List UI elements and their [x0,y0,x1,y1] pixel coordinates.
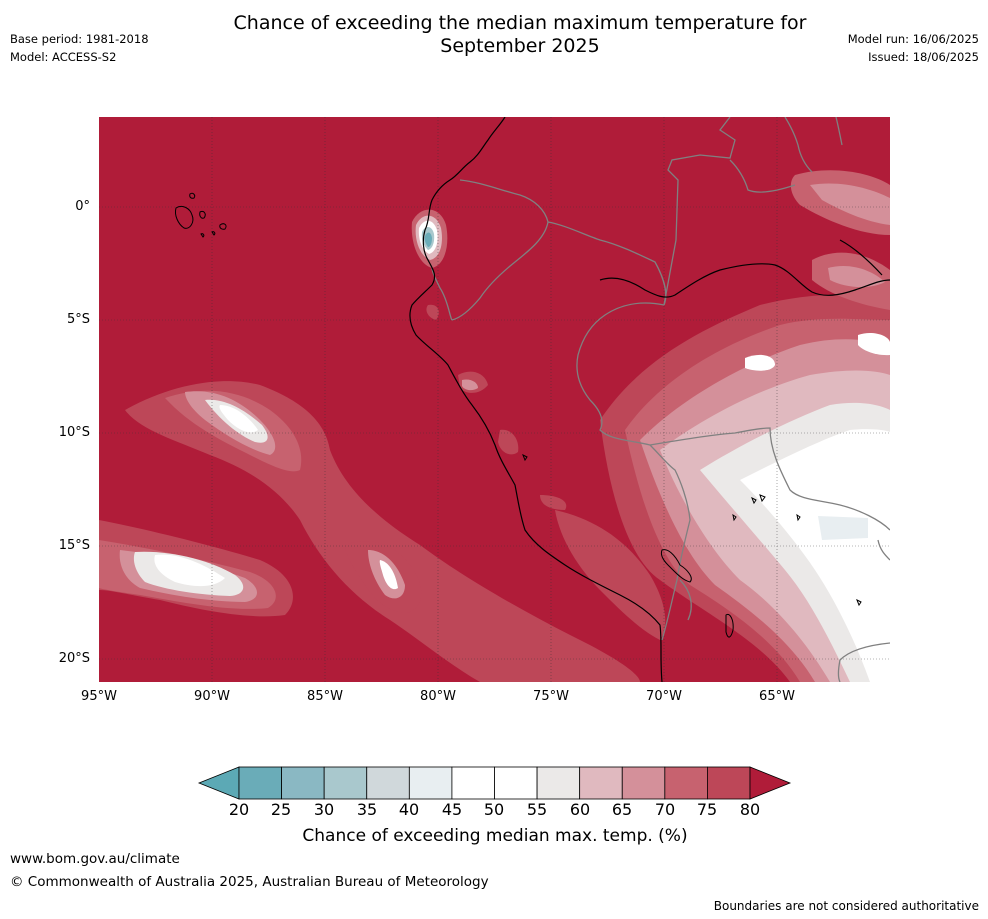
title-line-2: September 2025 [440,35,600,57]
lon-label-65w: 65°W [759,689,795,704]
band-45-50-south [154,554,225,587]
galapagos-islands [175,192,227,238]
colorbar-segment [579,766,623,800]
colorbar-segment [451,766,495,800]
lakes [660,549,734,638]
probability-shading [99,170,890,682]
region-ecuador-25 [424,232,432,247]
cb-tick-40: 40 [398,800,420,819]
region-ne-white [858,332,890,356]
lon-label-75w: 75°W [533,689,569,704]
band-65-70-coast4 [555,510,666,640]
footer-copyright: © Commonwealth of Australia 2025, Austra… [10,874,489,890]
east-markers [522,453,862,607]
lat-label-5s: 5°S [66,312,90,327]
cb-tick-50: 50 [483,800,505,819]
colorbar-segment [536,766,581,800]
lat-label-10s: 10°S [58,425,90,440]
issued-date: Issued: 18/06/2025 [868,50,979,64]
colorbar-segment [323,766,368,800]
model-run: Model run: 16/06/2025 [847,32,979,46]
band-65-70-coast3 [540,495,567,510]
band-45-50-mid2 [379,560,398,590]
cb-tick-75: 75 [696,800,718,819]
region-north-60 [828,265,885,288]
colorbar-label: Chance of exceeding median max. temp. (%… [302,826,688,846]
colorbar-segment [238,766,282,800]
colorbar-segment [621,766,666,800]
cb-tick-30: 30 [313,800,335,819]
colorbar-segment [707,766,751,800]
colorbar-segment [281,766,325,800]
chart-title: Chance of exceeding the median maximum t… [160,12,880,58]
colorbar-segment [366,766,410,800]
cb-tick-20: 20 [228,800,250,819]
footer-url: www.bom.gov.au/climate [10,851,180,867]
title-line-1: Chance of exceeding the median maximum t… [233,12,807,34]
meta-left: Base period: 1981-2018 Model: ACCESS-S2 [10,30,149,66]
cb-tick-55: 55 [526,800,548,819]
meta-right: Model run: 16/06/2025 Issued: 18/06/2025 [848,30,979,66]
model-name: Model: ACCESS-S2 [10,50,117,64]
lon-label-80w: 80°W [420,689,456,704]
band-60-65-coast2 [462,379,478,391]
lon-label-85w: 85°W [307,689,343,704]
band-45-50-mid [219,405,258,433]
lat-label-20s: 20°S [58,651,90,666]
cb-tick-25: 25 [270,800,292,819]
band-65-70-coast1 [498,429,519,455]
footer-note: Boundaries are not considered authoritat… [713,899,979,913]
colorbar-segment [494,766,538,800]
gridlines [99,117,890,682]
cb-tick-60: 60 [569,800,591,819]
cb-tick-65: 65 [611,800,633,819]
lat-label-15s: 15°S [58,538,90,553]
band-65-70-coast5 [426,304,439,320]
cb-tick-35: 35 [356,800,378,819]
colorbar-segment [408,766,453,800]
country-boundaries [431,117,890,682]
region-45-50-east [740,429,890,682]
region-white-patch-ne [745,354,775,371]
coastlines [409,117,890,682]
region-40-45-east [818,516,868,540]
base-period: Base period: 1981-2018 [10,32,149,46]
cb-tick-45: 45 [441,800,463,819]
colorbar-arrow-high [749,766,792,800]
cb-tick-80: 80 [739,800,761,819]
colorbar-arrow-low [197,766,240,800]
region-55-northeast [810,183,890,225]
cb-tick-70: 70 [654,800,676,819]
lon-label-95w: 95°W [81,689,117,704]
colorbar-segment [664,766,708,800]
lon-label-90w: 90°W [194,689,230,704]
lat-label-0: 0° [75,199,90,214]
colorbar-segments [197,766,792,800]
lon-label-70w: 70°W [646,689,682,704]
